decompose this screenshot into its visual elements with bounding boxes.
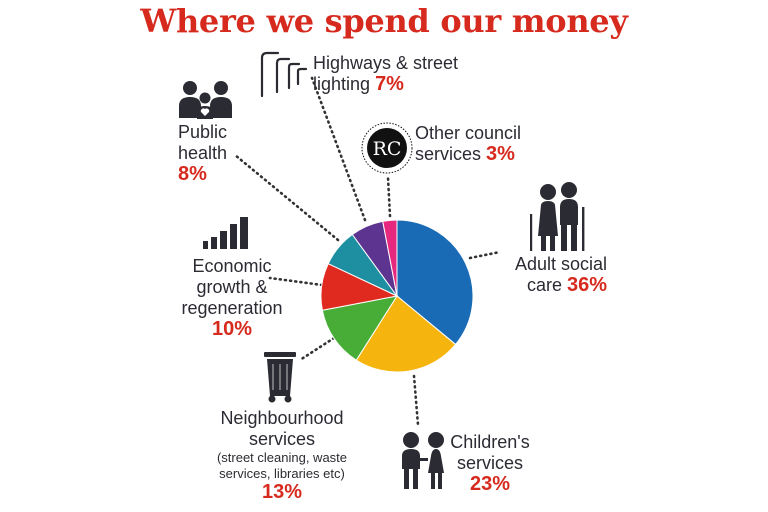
leader-adult	[468, 250, 502, 260]
neighbourhood-note1: (street cleaning, waste	[216, 450, 348, 465]
leader-lines	[233, 76, 502, 427]
pie-slice-neighbourhood-services	[321, 295, 399, 361]
other-pct: 3%	[486, 143, 515, 165]
label-other: Other council services 3%	[415, 123, 521, 165]
adult-pct: 36%	[566, 274, 607, 296]
highways-line1: Highways & street	[313, 53, 459, 73]
neighbourhood-note2: services, libraries etc)	[219, 466, 345, 481]
leader-other	[386, 176, 392, 218]
economic-line3: regeneration	[181, 298, 283, 318]
council-logo-text: RC	[373, 138, 402, 160]
page-title: Where we spend our money	[140, 2, 628, 40]
children-icon	[402, 432, 444, 489]
label-highways: Highways & street lighting 7%	[313, 53, 458, 95]
label-economic: Economic growth & regeneration 10%	[168, 256, 296, 340]
council-logo-icon: RC	[361, 122, 413, 174]
children-line1: Children's	[450, 432, 530, 452]
economic-line1: Economic	[192, 256, 272, 276]
street-light-icon	[260, 51, 308, 98]
pie-slice-other-council-services	[382, 219, 398, 297]
family-heart-icon	[179, 81, 232, 119]
highways-line2: lighting	[313, 74, 371, 94]
economic-pct: 10%	[211, 318, 253, 340]
leader-highways	[310, 76, 367, 222]
leader-neighbourhood	[298, 336, 336, 362]
neighbourhood-line1: Neighbourhood	[220, 408, 344, 428]
health-pct: 8%	[178, 163, 207, 185]
pie-chart	[320, 219, 474, 373]
economic-line2: growth &	[196, 277, 268, 297]
pie-slice-adult-social-care	[396, 219, 474, 346]
neighbourhood-pct: 13%	[261, 481, 303, 503]
children-line2: services	[456, 453, 523, 473]
label-adult: Adult social care 36%	[502, 254, 607, 296]
bar-growth-icon	[203, 217, 248, 249]
children-pct: 23%	[469, 473, 511, 495]
other-line1: Other council	[415, 123, 522, 143]
label-neighbourhood: Neighbourhood services (street cleaning,…	[196, 408, 368, 503]
leader-children	[412, 374, 420, 427]
health-line1: Public	[178, 122, 228, 142]
label-children: Children's services 23%	[440, 432, 540, 495]
adult-line1: Adult social	[514, 254, 607, 274]
adult-line2: care	[526, 275, 562, 295]
leader-health	[233, 153, 340, 242]
label-health: Public health 8%	[178, 122, 227, 185]
pie-slice-children-s-services	[355, 295, 457, 373]
leader-economic	[268, 276, 324, 287]
neighbourhood-line2: services	[248, 429, 315, 449]
health-line2: health	[178, 143, 228, 163]
elderly-couple-icon	[530, 182, 585, 251]
highways-pct: 7%	[375, 73, 404, 95]
other-line2: services	[415, 144, 482, 164]
wheelie-bin-icon	[264, 352, 296, 403]
